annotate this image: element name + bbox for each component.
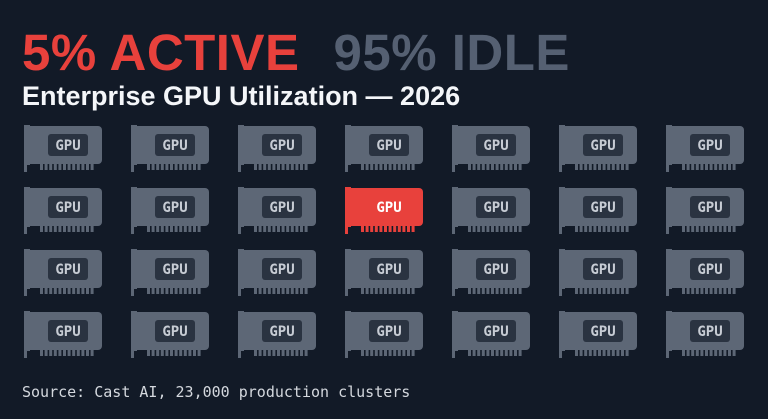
gpu-card-icon: GPU <box>345 125 423 172</box>
gpu-card-idle: GPU <box>131 308 213 360</box>
gpu-card-icon: GPU <box>24 249 102 296</box>
gpu-card-icon: GPU <box>24 187 102 234</box>
gpu-card-icon: GPU <box>345 187 423 234</box>
gpu-card-icon: GPU <box>238 187 316 234</box>
gpu-card-label: GPU <box>590 138 615 154</box>
gpu-card-idle: GPU <box>345 122 427 174</box>
gpu-card-label: GPU <box>697 138 722 154</box>
gpu-card-label: GPU <box>55 324 80 340</box>
headline: 5% ACTIVE 95% IDLE <box>22 18 570 78</box>
gpu-card-idle: GPU <box>131 184 213 236</box>
gpu-card-label: GPU <box>55 200 80 216</box>
gpu-card-idle: GPU <box>452 184 534 236</box>
gpu-card-label: GPU <box>269 200 294 216</box>
gpu-card-label: GPU <box>162 324 187 340</box>
gpu-card-idle: GPU <box>131 246 213 298</box>
source-note: Source: Cast AI, 23,000 production clust… <box>22 383 411 401</box>
gpu-card-idle: GPU <box>24 308 106 360</box>
gpu-card-label: GPU <box>376 324 401 340</box>
gpu-card-idle: GPU <box>345 246 427 298</box>
gpu-card-idle: GPU <box>452 308 534 360</box>
gpu-card-icon: GPU <box>559 311 637 358</box>
subtitle: Enterprise GPU Utilization — 2026 <box>22 81 461 111</box>
gpu-card-label: GPU <box>376 200 401 216</box>
gpu-card-icon: GPU <box>452 311 530 358</box>
gpu-card-label: GPU <box>376 138 401 154</box>
headline-idle: 95% IDLE <box>333 24 570 81</box>
gpu-card-idle: GPU <box>666 246 748 298</box>
gpu-card-icon: GPU <box>345 249 423 296</box>
gpu-card-icon: GPU <box>24 125 102 172</box>
gpu-card-label: GPU <box>483 138 508 154</box>
gpu-card-icon: GPU <box>666 187 744 234</box>
gpu-card-icon: GPU <box>131 125 209 172</box>
gpu-card-label: GPU <box>269 324 294 340</box>
gpu-card-idle: GPU <box>238 122 320 174</box>
gpu-card-label: GPU <box>483 262 508 278</box>
headline-active: 5% ACTIVE <box>22 24 300 81</box>
gpu-card-label: GPU <box>483 200 508 216</box>
gpu-card-label: GPU <box>590 200 615 216</box>
gpu-card-label: GPU <box>697 262 722 278</box>
gpu-card-icon: GPU <box>452 249 530 296</box>
gpu-card-icon: GPU <box>131 187 209 234</box>
gpu-card-icon: GPU <box>666 125 744 172</box>
gpu-card-icon: GPU <box>666 249 744 296</box>
gpu-grid: GPU GPU GPU GPU GPU GPU GPU GPU GPU GPU GPU GPU GPU G… <box>24 122 746 362</box>
gpu-card-label: GPU <box>269 262 294 278</box>
gpu-card-idle: GPU <box>559 184 641 236</box>
gpu-card-icon: GPU <box>238 249 316 296</box>
gpu-card-idle: GPU <box>452 246 534 298</box>
gpu-card-idle: GPU <box>24 122 106 174</box>
gpu-card-icon: GPU <box>559 125 637 172</box>
gpu-card-label: GPU <box>162 262 187 278</box>
gpu-card-label: GPU <box>269 138 294 154</box>
gpu-card-label: GPU <box>483 324 508 340</box>
gpu-card-idle: GPU <box>452 122 534 174</box>
gpu-card-idle: GPU <box>559 246 641 298</box>
gpu-card-active: GPU <box>345 184 427 236</box>
gpu-card-idle: GPU <box>238 184 320 236</box>
gpu-card-icon: GPU <box>238 125 316 172</box>
gpu-card-idle: GPU <box>345 308 427 360</box>
gpu-card-icon: GPU <box>666 311 744 358</box>
gpu-card-label: GPU <box>162 200 187 216</box>
gpu-card-idle: GPU <box>238 308 320 360</box>
gpu-card-label: GPU <box>376 262 401 278</box>
gpu-card-label: GPU <box>590 262 615 278</box>
gpu-card-idle: GPU <box>131 122 213 174</box>
gpu-card-icon: GPU <box>559 249 637 296</box>
gpu-card-idle: GPU <box>559 122 641 174</box>
gpu-card-idle: GPU <box>559 308 641 360</box>
gpu-card-icon: GPU <box>345 311 423 358</box>
gpu-card-idle: GPU <box>24 184 106 236</box>
gpu-card-idle: GPU <box>238 246 320 298</box>
gpu-card-idle: GPU <box>666 122 748 174</box>
gpu-card-label: GPU <box>162 138 187 154</box>
gpu-card-icon: GPU <box>131 311 209 358</box>
gpu-card-icon: GPU <box>131 249 209 296</box>
gpu-card-label: GPU <box>55 138 80 154</box>
gpu-card-idle: GPU <box>24 246 106 298</box>
gpu-card-label: GPU <box>697 324 722 340</box>
gpu-card-label: GPU <box>55 262 80 278</box>
gpu-card-icon: GPU <box>24 311 102 358</box>
gpu-card-idle: GPU <box>666 308 748 360</box>
gpu-card-icon: GPU <box>452 125 530 172</box>
gpu-card-icon: GPU <box>238 311 316 358</box>
gpu-card-icon: GPU <box>452 187 530 234</box>
gpu-card-label: GPU <box>590 324 615 340</box>
gpu-card-idle: GPU <box>666 184 748 236</box>
gpu-card-label: GPU <box>697 200 722 216</box>
gpu-card-icon: GPU <box>559 187 637 234</box>
